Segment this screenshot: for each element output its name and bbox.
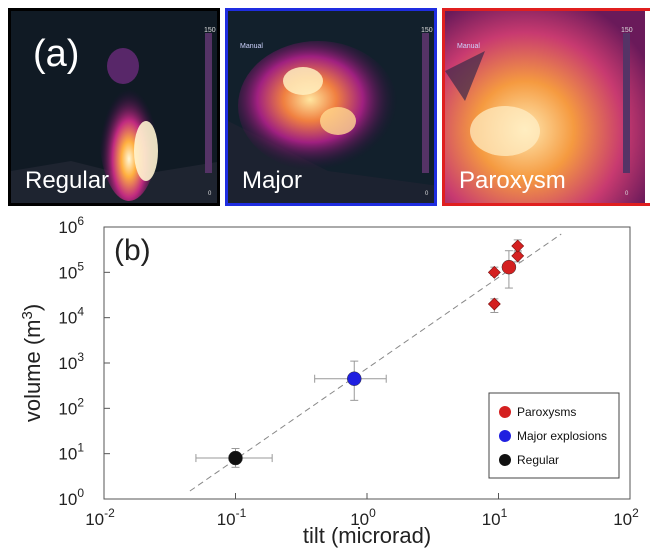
thermal-plume-paroxysm (445, 11, 645, 203)
mode-label-major: Manual (240, 43, 263, 50)
data-point-circle (347, 371, 362, 386)
y-tick-label: 106 (58, 214, 84, 237)
colorbar-min-label: 0 (208, 191, 212, 197)
y-tick-label: 104 (58, 305, 84, 328)
volume-vs-tilt-chart: (b) 10-2 10-1 100 101 102 100 101 102 103 104 105… (19, 214, 640, 548)
caption-paroxysm: Paroxysm (459, 167, 566, 194)
data-point-diamond (511, 249, 525, 263)
panel-a-label: (a) (33, 33, 80, 75)
fit-line (189, 233, 562, 492)
data-point-diamond (511, 239, 525, 253)
y-tick-label: 105 (58, 259, 84, 282)
panel-b-label: (b) (114, 234, 151, 267)
data-point-circle (228, 450, 243, 466)
x-tick-label: 10-1 (217, 506, 247, 529)
x-axis: 10-2 10-1 100 101 102 (85, 493, 639, 529)
thermal-plume-regular (11, 11, 217, 203)
x-tick-label: 10-2 (85, 506, 115, 529)
legend-marker (499, 454, 511, 466)
legend-label: Major explosions (517, 429, 607, 443)
mode-label-paroxysm: Manual (457, 43, 480, 50)
thermal-image-paroxysm: Manual 150 0 Paroxysm (442, 8, 650, 206)
x-tick-label: 102 (613, 506, 639, 529)
thermal-image-regular: (a) 150 0 Regular (8, 8, 220, 206)
legend-label: Paroxysms (517, 405, 576, 419)
y-axis-title: volume (m3) (19, 304, 46, 422)
y-axis: 100 101 102 103 104 105 106 (58, 214, 110, 509)
chart-marks (189, 233, 562, 492)
x-tick-label: 100 (350, 506, 376, 529)
chart-legend: Paroxysms Major explosions Regular (488, 392, 620, 479)
caption-regular: Regular (25, 167, 110, 194)
colorbar-max-label: 150 (204, 27, 216, 34)
y-tick-label: 101 (58, 441, 84, 464)
colorbar-max-label: 150 (421, 27, 433, 34)
data-point-diamond (487, 297, 501, 311)
colorbar-max-label: 150 (621, 27, 633, 34)
y-tick-label: 102 (58, 395, 84, 418)
legend-marker (499, 406, 511, 418)
thermal-image-major: Manual 150 0 Major (225, 8, 437, 206)
caption-major: Major (242, 167, 303, 194)
data-point-diamond (487, 265, 501, 279)
x-axis-title: tilt (microrad) (303, 523, 431, 548)
y-tick-label: 100 (58, 486, 84, 509)
data-point-circle (501, 259, 517, 275)
colorbar-min-label: 0 (425, 191, 429, 197)
y-tick-label: 103 (58, 350, 84, 373)
x-tick-label: 101 (482, 506, 508, 529)
legend-marker (499, 430, 511, 442)
legend-label: Regular (517, 453, 559, 467)
colorbar-min-label: 0 (625, 191, 629, 197)
thermal-plume-major (228, 11, 434, 203)
